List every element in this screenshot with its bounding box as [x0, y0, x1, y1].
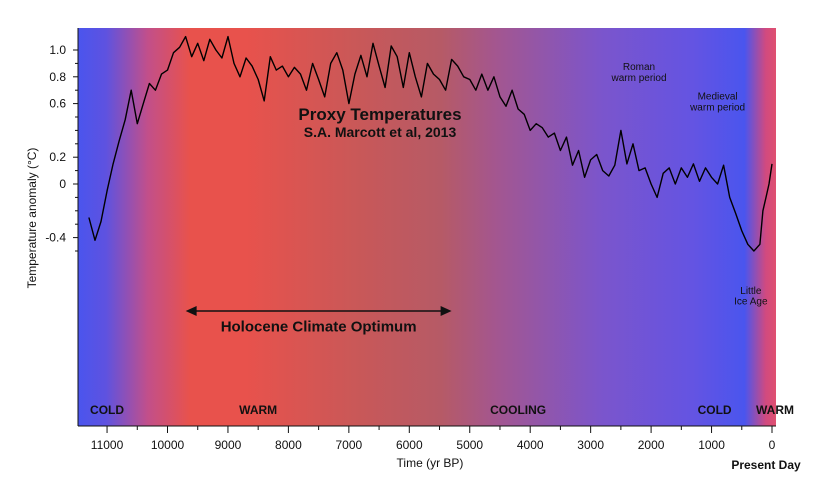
annotation-text: Little — [740, 286, 762, 297]
y-tick-label: 0.6 — [49, 97, 66, 111]
x-tick-label: 2000 — [638, 438, 665, 452]
era-label: COLD — [698, 403, 732, 417]
plot-background — [78, 28, 776, 426]
era-label: COOLING — [490, 403, 546, 417]
y-axis-ticks: 1.0 0.8 0.6 0.2 0 -0.4 — [45, 43, 78, 252]
y-tick-label: 0.8 — [49, 70, 66, 84]
x-tick-label: 1000 — [698, 438, 725, 452]
era-labels: COLD WARM COOLING COLD WARM — [90, 403, 794, 417]
x-tick-label: 5000 — [456, 438, 483, 452]
x-tick-label: 4000 — [517, 438, 544, 452]
chart-subtitle: S.A. Marcott et al, 2013 — [304, 124, 457, 140]
annotation-text: Medieval — [698, 92, 738, 103]
chart-title: Proxy Temperatures — [298, 105, 461, 124]
y-tick-label: 0.2 — [49, 150, 66, 164]
era-label: WARM — [239, 403, 277, 417]
x-tick-label: 8000 — [275, 438, 302, 452]
present-day-label: Present Day — [731, 458, 801, 472]
x-tick-label: 6000 — [396, 438, 423, 452]
arrow-head-right — [440, 306, 452, 316]
era-label: WARM — [756, 403, 794, 417]
x-axis-title: Time (yr BP) — [397, 456, 464, 470]
annotation-text: Holocene Climate Optimum — [221, 318, 417, 335]
x-tick-label: 11000 — [91, 438, 124, 452]
annotation-text: Roman — [623, 62, 655, 73]
arrow-head-left — [185, 306, 197, 316]
x-tick-label: 3000 — [577, 438, 604, 452]
x-tick-label: 7000 — [335, 438, 362, 452]
y-tick-label: -0.4 — [45, 231, 66, 245]
y-axis-title: Temperature anomaly (°C) — [25, 148, 39, 289]
annotation-text: Ice Age — [734, 297, 768, 308]
era-label: COLD — [90, 403, 124, 417]
x-tick-label: 9000 — [215, 438, 242, 452]
annotation-text: warm period — [689, 102, 745, 113]
x-axis-ticks: 11000 10000 9000 8000 7000 6000 5000 4000 3000 20… — [91, 426, 776, 452]
x-tick-label: 0 — [769, 438, 776, 452]
y-tick-label: 0 — [59, 177, 66, 191]
temperature-series-line — [88, 35, 773, 252]
x-tick-label: 10000 — [151, 438, 185, 452]
y-tick-label: 1.0 — [49, 43, 66, 57]
annotation-text: warm period — [610, 73, 666, 84]
